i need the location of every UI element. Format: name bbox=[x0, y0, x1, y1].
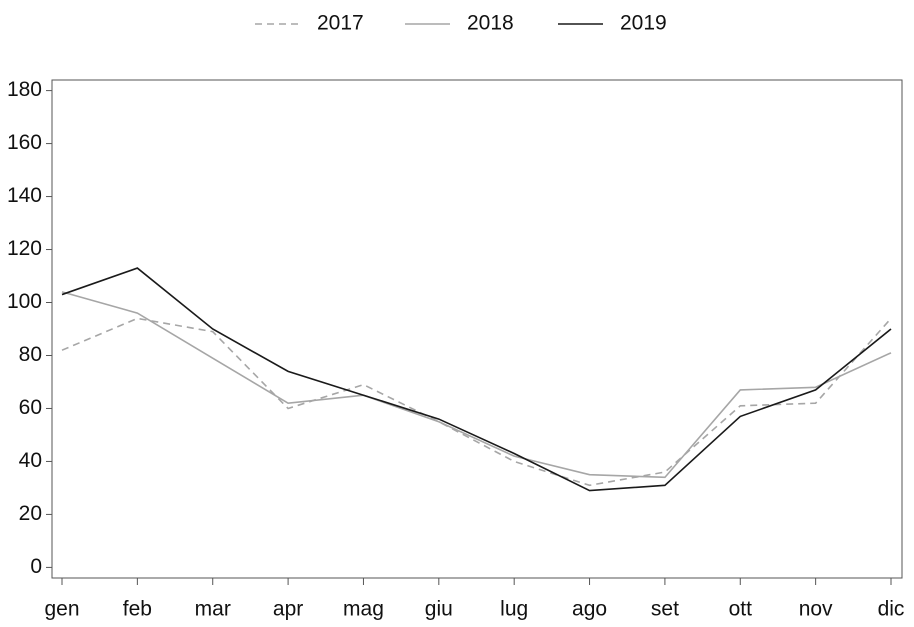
x-tick-label: gen bbox=[44, 598, 79, 621]
y-tick-label: 60 bbox=[19, 396, 42, 419]
x-tick-label: ago bbox=[572, 598, 607, 621]
y-tick-label: 140 bbox=[7, 184, 42, 207]
x-tick-label: giu bbox=[425, 598, 453, 621]
x-tick-label: ott bbox=[729, 598, 753, 621]
y-tick-label: 40 bbox=[19, 449, 42, 472]
y-tick-label: 180 bbox=[7, 78, 42, 101]
legend-label: 2019 bbox=[620, 12, 667, 35]
series-line bbox=[61, 291, 892, 479]
x-tick-label: feb bbox=[123, 598, 152, 621]
y-tick-label: 0 bbox=[30, 555, 42, 578]
x-tick-label: set bbox=[651, 598, 679, 621]
series-line bbox=[61, 267, 892, 492]
y-tick-label: 20 bbox=[19, 502, 42, 525]
y-tick-label: 100 bbox=[7, 290, 42, 313]
x-tick-label: mag bbox=[343, 598, 384, 621]
series-line bbox=[61, 317, 892, 487]
x-tick-label: dic bbox=[878, 598, 905, 621]
legend-label: 2018 bbox=[467, 12, 514, 35]
x-tick-label: nov bbox=[799, 598, 833, 621]
x-tick-label: lug bbox=[500, 598, 528, 621]
y-tick-label: 120 bbox=[7, 237, 42, 260]
legend-label: 2017 bbox=[317, 12, 364, 35]
y-tick-label: 80 bbox=[19, 343, 42, 366]
x-tick-label: apr bbox=[273, 598, 303, 621]
x-tick-label: mar bbox=[195, 598, 231, 621]
y-tick-label: 160 bbox=[7, 131, 42, 154]
plot-frame bbox=[51, 79, 903, 579]
